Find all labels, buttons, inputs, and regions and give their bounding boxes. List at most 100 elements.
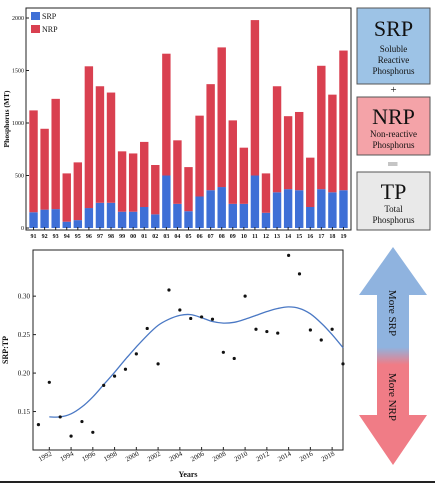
nrp-box-desc-1: Non-reactive	[370, 129, 417, 139]
legend-swatch-nrp	[31, 25, 40, 33]
legend-swatch-srp	[31, 12, 40, 20]
bar-srp-96	[84, 208, 94, 228]
bar-srp-12	[261, 212, 271, 228]
bar-srp-15	[294, 190, 304, 228]
nrp-box-desc-2: Phosphorus	[372, 140, 415, 150]
scatter-point-2018	[330, 327, 334, 331]
bar-srp-91	[29, 212, 38, 228]
bar-xtick-label: 92	[42, 234, 48, 240]
tp-box-title: TP	[381, 179, 407, 204]
bar-xtick-label: 01	[141, 234, 147, 240]
bar-srp-11	[250, 175, 260, 228]
srp-box-desc-3: Phosphorus	[372, 66, 415, 76]
scatter-ytick-label: 0.25	[18, 331, 31, 339]
scatter-y-axis: 0.15 0.20 0.25 0.30	[18, 293, 36, 416]
bar-xtick-label: 14	[285, 234, 291, 240]
bar-xtick-label: 05	[186, 234, 192, 240]
scatter-xtick-label: 1996	[81, 449, 98, 463]
bar-xtick-label: 94	[64, 234, 70, 240]
scatter-xtick-label: 1994	[59, 449, 76, 463]
scatter-xtick-label: 1998	[102, 449, 119, 463]
scatter-xtick-label: 2002	[146, 449, 163, 463]
bar-srp-93	[51, 209, 60, 228]
bar-xtick-label: 02	[152, 234, 158, 240]
bar-xtick-label: 12	[263, 234, 269, 240]
bar-xtick-label: 13	[274, 234, 280, 240]
bar-xtick-label: 95	[75, 234, 81, 240]
bar-xtick-label: 06	[197, 234, 203, 240]
bar-nrp-05	[184, 167, 193, 212]
nrp-box	[356, 96, 431, 156]
legend-label-nrp: NRP	[42, 25, 58, 34]
bar-srp-06	[195, 196, 204, 228]
bar-srp-08	[217, 187, 226, 228]
bar-nrp-17	[317, 65, 326, 190]
bar-nrp-19	[339, 50, 348, 191]
bar-xtick-label: 15	[296, 234, 302, 240]
scatter-point-2001	[145, 326, 149, 331]
bar-nrp-09	[228, 120, 237, 204]
scatter-xtick-label: 2018	[320, 449, 337, 463]
bar-series	[29, 20, 348, 228]
scatter-point-2016	[308, 328, 312, 332]
scatter-point-2014	[287, 253, 291, 257]
equals-sign: ||	[388, 162, 399, 166]
scatter-point-2013	[276, 331, 280, 335]
bar-nrp-12	[261, 173, 271, 213]
scatter-ylabel: SRP:TP	[1, 336, 10, 364]
scatter-chart: SRP:TP Years 0.150.200.250.30 1992 1994 19…	[1, 249, 345, 479]
scatter-point-1991	[36, 423, 41, 427]
scatter-point-1998	[112, 374, 117, 378]
tp-box-desc-1: Total	[384, 204, 403, 214]
bar-chart-ylabel: Phosphorus (MT)	[2, 90, 11, 147]
bar-nrp-04	[173, 140, 182, 204]
bar-xtick-label: 93	[53, 234, 59, 240]
bar-nrp-13	[272, 86, 282, 193]
tp-box	[356, 171, 431, 231]
scatter-point-1992	[47, 380, 51, 384]
bar-srp-18	[328, 192, 337, 228]
bar-nrp-94	[62, 173, 71, 222]
bar-srp-19	[339, 190, 348, 228]
bar-nrp-93	[51, 98, 60, 210]
bar-xtick-label: 97	[97, 234, 103, 240]
bar-ytick-label: 1500	[12, 69, 24, 75]
bar-srp-16	[306, 207, 315, 228]
scatter-point-1995	[80, 419, 84, 424]
bar-srp-14	[283, 189, 293, 228]
bar-xtick-label: 03	[163, 234, 169, 240]
scatter-x-axis: 1992 1994 1996 1998 2000 2002 2004 2006 2008 2010…	[37, 447, 337, 463]
bar-xtick-label: 98	[108, 234, 114, 240]
scatter-point-2003	[167, 288, 171, 292]
bar-xtick-label: 19	[340, 234, 346, 240]
bar-xtick-label: 16	[307, 234, 313, 240]
scatter-point-2000	[134, 352, 138, 356]
scatter-ytick-label: 0.20	[18, 370, 31, 378]
bar-srp-07	[206, 190, 215, 228]
scatter-xtick-label: 2010	[233, 449, 250, 463]
bar-xtick-label: 18	[329, 234, 335, 240]
bar-x-axis: 91 92 93 94 95 96 97 98 99 00 01 02 03 04 05 06 07 08 09 10…	[31, 227, 346, 240]
scatter-xtick-label: 2004	[168, 449, 185, 463]
bar-xtick-label: 17	[318, 234, 324, 240]
scatter-xtick-label: 2016	[298, 449, 315, 463]
bar-nrp-03	[162, 53, 171, 176]
scatter-xlabel: Years	[178, 470, 197, 479]
scatter-ytick-label: 0.30	[18, 293, 31, 301]
scatter-point-1993	[58, 415, 62, 419]
bar-nrp-07	[206, 84, 215, 191]
bar-nrp-16	[306, 157, 315, 207]
scatter-point-2009	[232, 356, 236, 361]
bar-nrp-95	[73, 162, 83, 221]
scatter-point-2010	[243, 294, 247, 298]
bar-ytick-label: 0	[21, 226, 24, 232]
bar-nrp-99	[117, 151, 127, 212]
legend-label-srp: SRP	[42, 12, 57, 21]
bar-xtick-label: 09	[230, 234, 236, 240]
bar-xtick-label: 10	[241, 234, 247, 240]
bar-xtick-label: 11	[252, 234, 258, 240]
bar-srp-13	[272, 192, 282, 228]
srp-nrp-arrow: More SRP More NRP	[359, 247, 427, 465]
bar-nrp-92	[40, 128, 49, 210]
